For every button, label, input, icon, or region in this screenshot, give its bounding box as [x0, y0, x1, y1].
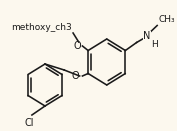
Text: Cl: Cl [24, 118, 34, 128]
Text: O: O [72, 71, 80, 81]
Text: methoxy_ch3: methoxy_ch3 [11, 23, 72, 32]
Text: CH₃: CH₃ [158, 15, 175, 24]
Text: O: O [74, 41, 81, 51]
Text: H: H [151, 40, 157, 50]
Text: N: N [143, 31, 151, 42]
